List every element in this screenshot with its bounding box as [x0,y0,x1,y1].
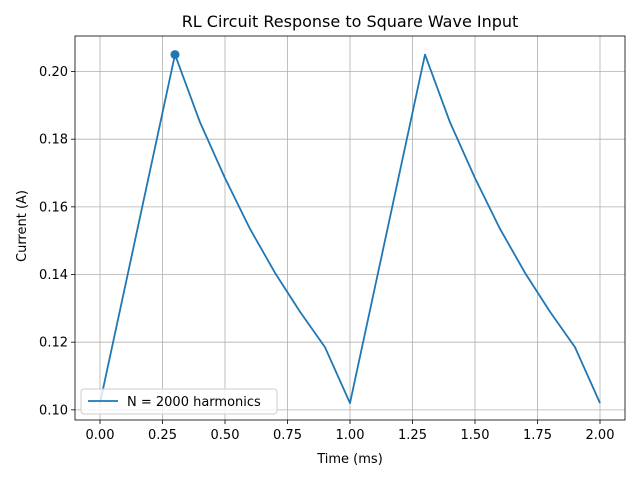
y-tick-label: 0.14 [39,268,68,283]
x-tick-label: 2.00 [586,428,615,443]
x-tick-label: 1.75 [523,428,552,443]
x-tick-label: 0.50 [211,428,240,443]
y-tick-label: 0.16 [39,200,68,215]
x-tick-label: 0.25 [148,428,177,443]
x-tick-label: 1.25 [398,428,427,443]
legend-entry-label: N = 2000 harmonics [127,395,261,410]
chart-title: RL Circuit Response to Square Wave Input [182,12,519,31]
y-tick-label: 0.18 [39,133,68,148]
y-tick-label: 0.20 [39,65,68,80]
y-axis-label: Current (A) [15,190,30,262]
y-tick-label: 0.12 [39,336,68,351]
x-tick-label: 0.75 [273,428,302,443]
peak-marker [170,50,180,60]
x-tick-label: 1.00 [336,428,365,443]
series-layer [99,50,601,404]
x-tick-label: 0.00 [86,428,115,443]
legend-box [80,388,278,415]
y-axis: 0.10 0.12 0.14 0.16 0.18 0.20 [39,65,75,418]
x-axis-label: Time (ms) [316,452,383,467]
y-tick-label: 0.10 [39,403,68,418]
grid [75,36,625,420]
series-line [99,53,601,404]
x-axis: 0.00 0.25 0.50 0.75 1.00 1.25 1.50 1.75 2.00 [86,420,615,443]
x-tick-label: 1.50 [461,428,490,443]
legend: N = 2000 harmonics [80,388,278,415]
